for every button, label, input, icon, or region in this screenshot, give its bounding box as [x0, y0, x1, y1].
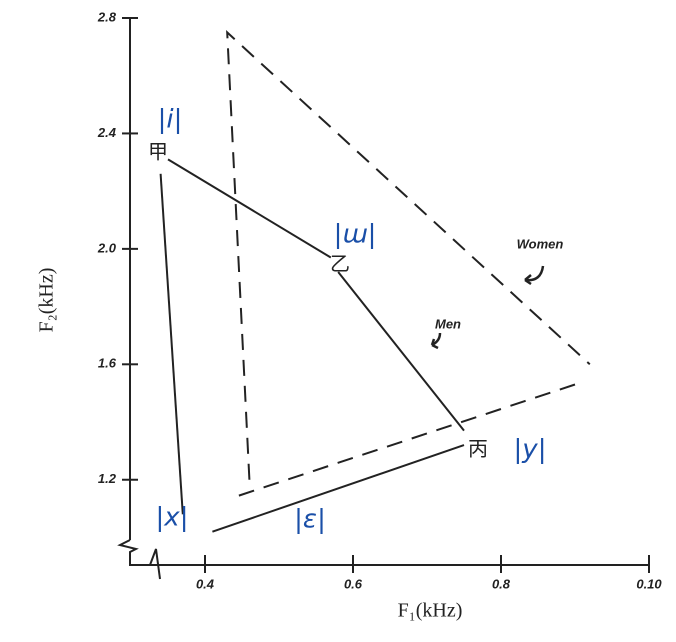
men-arrow	[430, 332, 442, 350]
x-tick-label: 0.4	[196, 576, 215, 591]
handwritten-note: |ɯ|	[334, 220, 377, 250]
series-label: Men	[435, 316, 461, 331]
series-line	[337, 271, 465, 432]
vowel-label: 乙	[330, 252, 350, 276]
y-axis-label: F₂(kHz)	[36, 268, 58, 333]
handwritten-note: |ɛ|	[294, 505, 326, 535]
series-line	[212, 444, 465, 533]
x-tick-label: 0.10	[636, 576, 662, 591]
x-tick-label: 0.8	[492, 576, 511, 591]
y-tick-label: 1.2	[98, 471, 117, 486]
y-tick-label: 2.4	[97, 125, 117, 140]
series-line	[159, 173, 184, 515]
axes-frame	[117, 18, 650, 580]
y-tick-label: 2.0	[97, 240, 117, 255]
vowel-label: 甲	[148, 140, 168, 164]
series-label: Women	[517, 236, 564, 251]
series-line	[234, 383, 576, 499]
series-line	[167, 158, 332, 259]
women-arrow	[524, 265, 545, 286]
series-line	[226, 30, 591, 480]
handwritten-note: |x|	[156, 503, 189, 533]
y-tick-label: 1.6	[98, 356, 117, 371]
vowel-label: 丙	[468, 437, 488, 461]
handwritten-note: |i|	[158, 105, 183, 135]
x-tick-label: 0.6	[344, 576, 363, 591]
y-tick-label: 2.8	[97, 9, 117, 24]
handwritten-note: |y|	[514, 435, 547, 465]
x-axis-label: F₁(kHz)	[398, 600, 463, 622]
